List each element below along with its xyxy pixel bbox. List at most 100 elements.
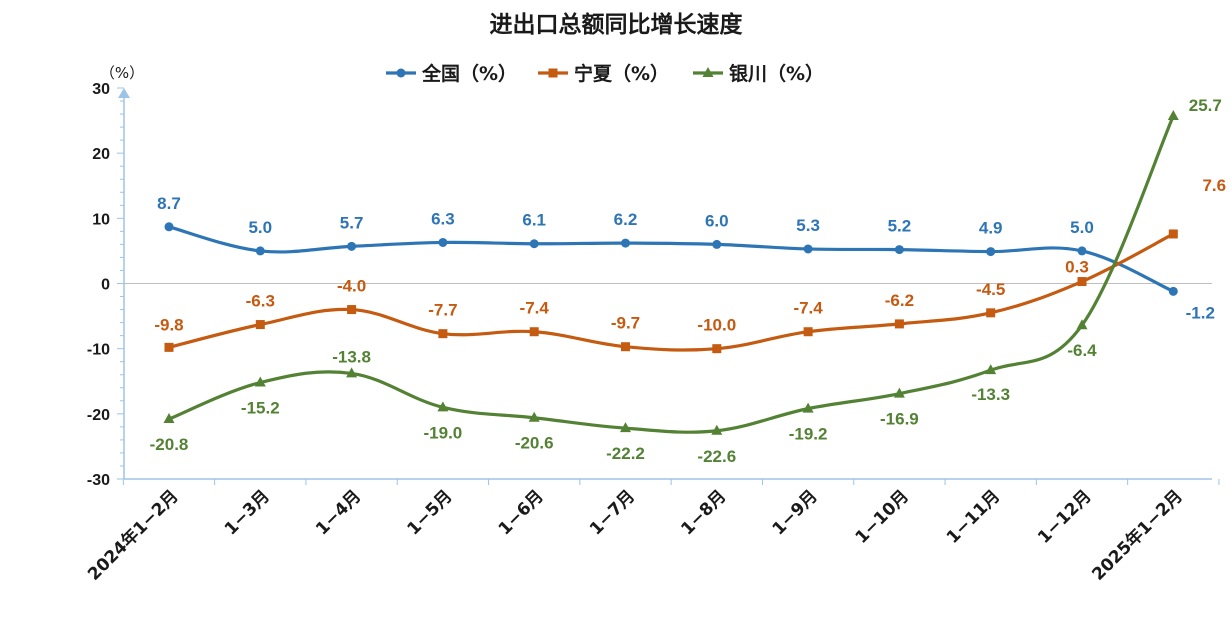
data-point <box>255 320 265 330</box>
data-point <box>347 305 357 315</box>
x-tick-label: 1−7月 <box>586 486 639 539</box>
x-tick-label: 1−9月 <box>769 486 822 539</box>
y-axis-unit-label: （%） <box>100 64 144 82</box>
y-axis-arrow <box>118 88 130 98</box>
series-line <box>168 232 1175 352</box>
data-point <box>893 387 905 398</box>
data-label: 7.6 <box>1202 176 1226 195</box>
data-label: -19.2 <box>789 425 828 444</box>
data-point <box>438 329 448 339</box>
data-point <box>985 364 997 375</box>
y-tick-label: -20 <box>87 407 110 424</box>
y-tick-label: 20 <box>92 146 110 163</box>
data-point <box>1077 277 1087 287</box>
data-point <box>437 401 449 412</box>
data-point <box>894 319 904 329</box>
data-point <box>711 424 723 435</box>
data-point <box>164 342 174 352</box>
x-tick-label: 1−6月 <box>495 486 548 539</box>
y-tick-label: -10 <box>87 342 110 359</box>
data-label: -20.8 <box>150 435 189 454</box>
data-label: 25.7 <box>1189 96 1222 115</box>
data-label: -4.0 <box>337 277 366 296</box>
data-point <box>620 422 631 433</box>
data-point <box>986 247 996 257</box>
data-point <box>347 241 357 251</box>
series-line <box>168 225 1174 293</box>
data-label: -7.4 <box>520 299 550 318</box>
data-label: -15.2 <box>241 399 280 418</box>
legend: 全国（%） 宁夏（%） 银川（%） <box>386 62 824 85</box>
data-label: -7.4 <box>793 299 823 318</box>
x-tick-label: 1−12月 <box>1034 486 1095 547</box>
x-tick-label: 1−3月 <box>221 486 274 539</box>
legend-label: 银川（%） <box>729 62 824 85</box>
data-label: 5.7 <box>340 213 364 232</box>
data-label: -6.2 <box>885 291 914 310</box>
data-point <box>621 238 630 248</box>
x-tick-label: 1−11月 <box>943 486 1004 547</box>
data-label: 5.2 <box>888 217 912 236</box>
data-point <box>163 413 175 424</box>
x-tick-label: 1−8月 <box>677 486 730 539</box>
legend-label: 宁夏（%） <box>574 62 669 85</box>
x-tick-label: 2024年1−2月 <box>83 486 182 585</box>
legend-label: 全国（%） <box>421 62 517 85</box>
data-label: 6.3 <box>431 209 455 228</box>
legend-marker <box>702 67 714 77</box>
data-label: 8.7 <box>157 194 181 213</box>
data-label: -13.8 <box>332 347 371 366</box>
data-label: 6.1 <box>522 211 546 230</box>
data-label: -13.3 <box>971 385 1010 404</box>
data-label: -4.5 <box>976 280 1005 299</box>
data-point <box>255 246 265 256</box>
data-label: -22.2 <box>606 444 645 463</box>
data-point <box>803 244 813 254</box>
data-point <box>894 245 904 255</box>
data-point <box>1167 110 1179 121</box>
chart-title: 进出口总额同比增长速度 <box>490 11 744 38</box>
x-tick-label: 1−4月 <box>312 486 365 539</box>
data-point <box>712 239 722 249</box>
x-tick-label: 1−5月 <box>403 486 456 539</box>
data-point <box>529 239 539 249</box>
data-label: -9.8 <box>154 315 183 334</box>
data-label: 5.0 <box>1070 218 1094 237</box>
data-label: -16.9 <box>880 410 919 429</box>
data-labels: 8.7 5.0 5.7 6.3 6.1 6.2 6.0 5.3 5.2 4.9 5.0 -1.2 -9.… <box>150 96 1226 466</box>
legend-marker <box>548 68 558 78</box>
data-point <box>528 411 540 422</box>
data-label: 5.0 <box>248 218 272 237</box>
data-point <box>1168 286 1178 296</box>
data-label: -6.3 <box>246 292 275 311</box>
y-tick-label: -30 <box>87 472 110 489</box>
x-tick-label: 2025年1−2月 <box>1088 486 1187 585</box>
data-label: -20.6 <box>515 434 554 453</box>
data-label: 0.3 <box>1065 258 1089 277</box>
data-label: -10.0 <box>697 316 736 335</box>
data-label: -22.6 <box>697 447 736 466</box>
data-label: -1.2 <box>1186 303 1215 322</box>
data-point <box>802 402 814 413</box>
data-label: -6.4 <box>1067 341 1097 360</box>
data-point <box>529 327 539 337</box>
data-point <box>254 376 266 387</box>
data-label: 6.2 <box>614 210 638 229</box>
data-point <box>346 367 358 378</box>
legend-marker <box>396 68 406 78</box>
series-line <box>168 115 1175 434</box>
data-label: 6.0 <box>705 211 729 230</box>
data-point <box>1077 246 1087 256</box>
series-lines <box>168 115 1175 434</box>
data-point <box>164 222 174 232</box>
data-point <box>438 237 448 247</box>
data-label: -9.7 <box>611 314 640 333</box>
data-point <box>1168 229 1178 239</box>
y-tick-label: 30 <box>92 81 110 98</box>
data-label: -19.0 <box>424 423 463 442</box>
data-label: -7.7 <box>428 301 457 320</box>
data-point <box>712 344 722 354</box>
y-tick-label: 10 <box>92 211 110 228</box>
